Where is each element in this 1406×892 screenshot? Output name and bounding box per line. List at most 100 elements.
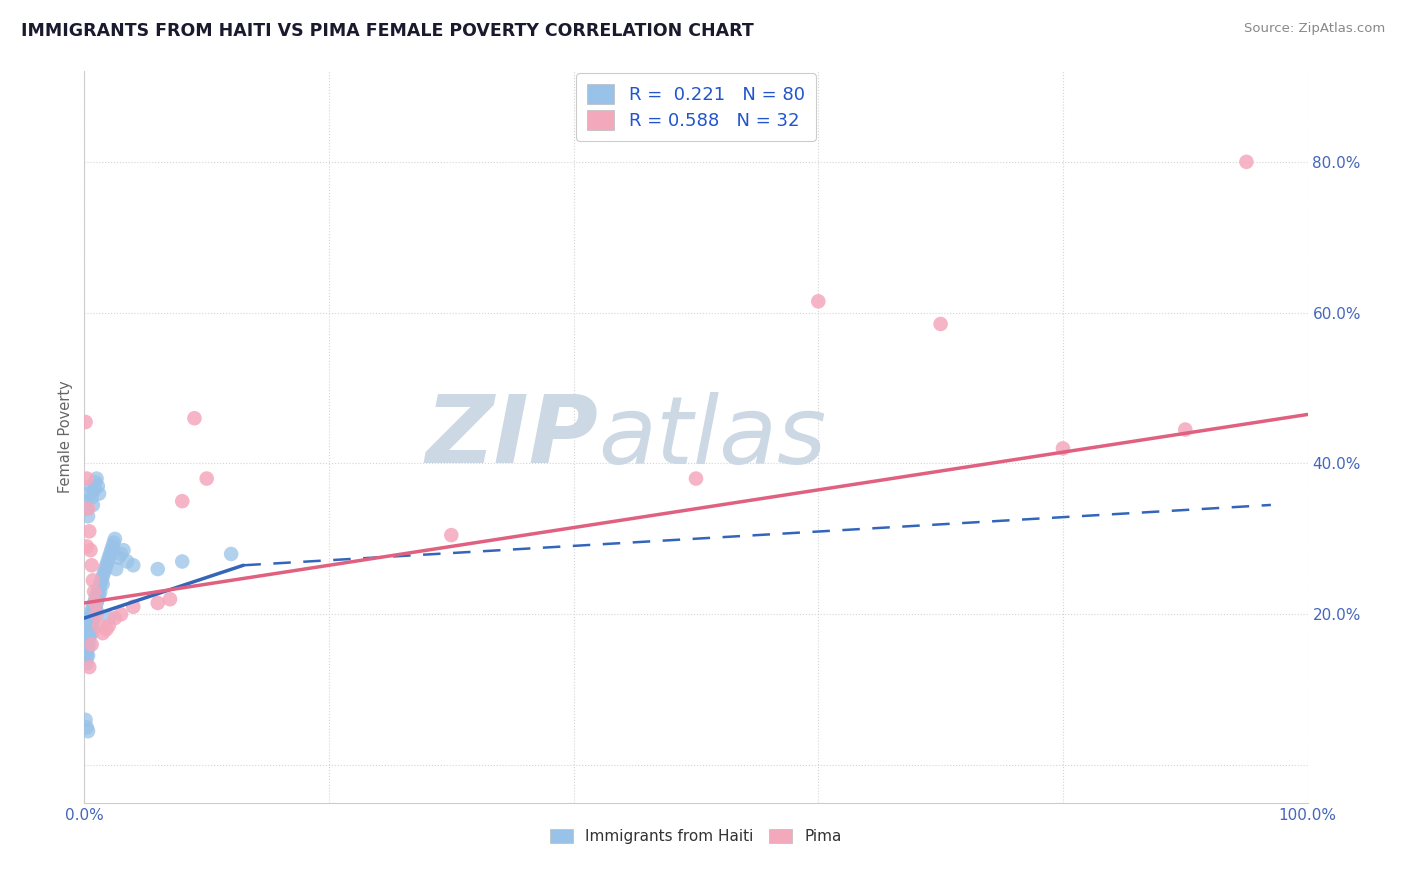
Point <box>87 592 110 607</box>
Point <box>76 645 98 659</box>
Point <box>76 471 98 485</box>
Point <box>112 543 135 558</box>
Point <box>90 574 112 588</box>
Point <box>76 540 98 554</box>
Point <box>86 596 108 610</box>
Point <box>440 528 463 542</box>
Point <box>100 543 122 558</box>
Point <box>107 550 129 565</box>
Point <box>96 623 118 637</box>
Point <box>79 626 101 640</box>
Point <box>159 592 181 607</box>
Point <box>77 486 100 500</box>
Point <box>97 550 120 565</box>
Point <box>77 724 100 739</box>
Point <box>77 615 100 629</box>
Point <box>105 562 128 576</box>
Point <box>87 584 110 599</box>
Point <box>685 471 707 485</box>
Point <box>82 574 104 588</box>
Point <box>219 547 242 561</box>
Point <box>77 626 100 640</box>
Point <box>79 543 101 558</box>
Point <box>82 498 104 512</box>
Point <box>82 615 104 629</box>
Point <box>83 596 105 610</box>
Point <box>83 483 105 497</box>
Point <box>97 611 120 625</box>
Point <box>1174 423 1197 437</box>
Point <box>75 415 97 429</box>
Point <box>84 475 107 490</box>
Point <box>84 596 107 610</box>
Point <box>104 532 127 546</box>
Point <box>79 479 101 493</box>
Point <box>87 479 110 493</box>
Point <box>87 589 110 603</box>
Point <box>80 491 103 505</box>
Point <box>76 720 98 734</box>
Point <box>75 494 97 508</box>
Point <box>80 618 103 632</box>
Point <box>79 607 101 622</box>
Point <box>80 603 103 617</box>
Point <box>77 660 100 674</box>
Point <box>77 641 100 656</box>
Point <box>91 577 114 591</box>
Point <box>172 494 194 508</box>
Point <box>110 607 132 622</box>
Point <box>75 713 97 727</box>
Point <box>77 509 100 524</box>
Point <box>84 599 107 614</box>
Point <box>96 558 118 573</box>
Point <box>87 486 110 500</box>
Point <box>91 626 114 640</box>
Point <box>77 648 100 663</box>
Point <box>82 599 104 614</box>
Point <box>86 471 108 485</box>
Point <box>91 569 114 583</box>
Point <box>79 618 101 632</box>
Point <box>89 584 111 599</box>
Point <box>86 589 108 603</box>
Point <box>76 637 98 651</box>
Text: atlas: atlas <box>598 392 827 483</box>
Point <box>83 603 105 617</box>
Point <box>122 599 145 614</box>
Point <box>77 630 100 644</box>
Point <box>115 554 138 568</box>
Point <box>97 554 120 568</box>
Point <box>929 317 952 331</box>
Point <box>80 611 103 625</box>
Point <box>101 540 124 554</box>
Point <box>76 501 98 516</box>
Point <box>75 626 97 640</box>
Point <box>75 633 97 648</box>
Point <box>87 581 110 595</box>
Point <box>1052 442 1074 456</box>
Text: ZIP: ZIP <box>425 391 598 483</box>
Legend: Immigrants from Haiti, Pima: Immigrants from Haiti, Pima <box>544 822 848 850</box>
Point <box>80 558 103 573</box>
Point <box>75 641 97 656</box>
Point <box>80 637 103 651</box>
Y-axis label: Female Poverty: Female Poverty <box>58 381 73 493</box>
Point <box>76 623 98 637</box>
Point <box>87 618 110 632</box>
Point <box>84 592 107 607</box>
Point <box>76 648 98 663</box>
Point <box>97 618 120 632</box>
Point <box>76 657 98 671</box>
Point <box>172 554 194 568</box>
Point <box>98 547 121 561</box>
Point <box>86 603 108 617</box>
Point <box>82 607 104 622</box>
Point <box>79 611 101 625</box>
Point <box>86 607 108 622</box>
Point <box>77 618 100 632</box>
Point <box>94 562 117 576</box>
Point <box>77 524 100 539</box>
Point <box>122 558 145 573</box>
Point <box>146 596 169 610</box>
Point <box>77 501 100 516</box>
